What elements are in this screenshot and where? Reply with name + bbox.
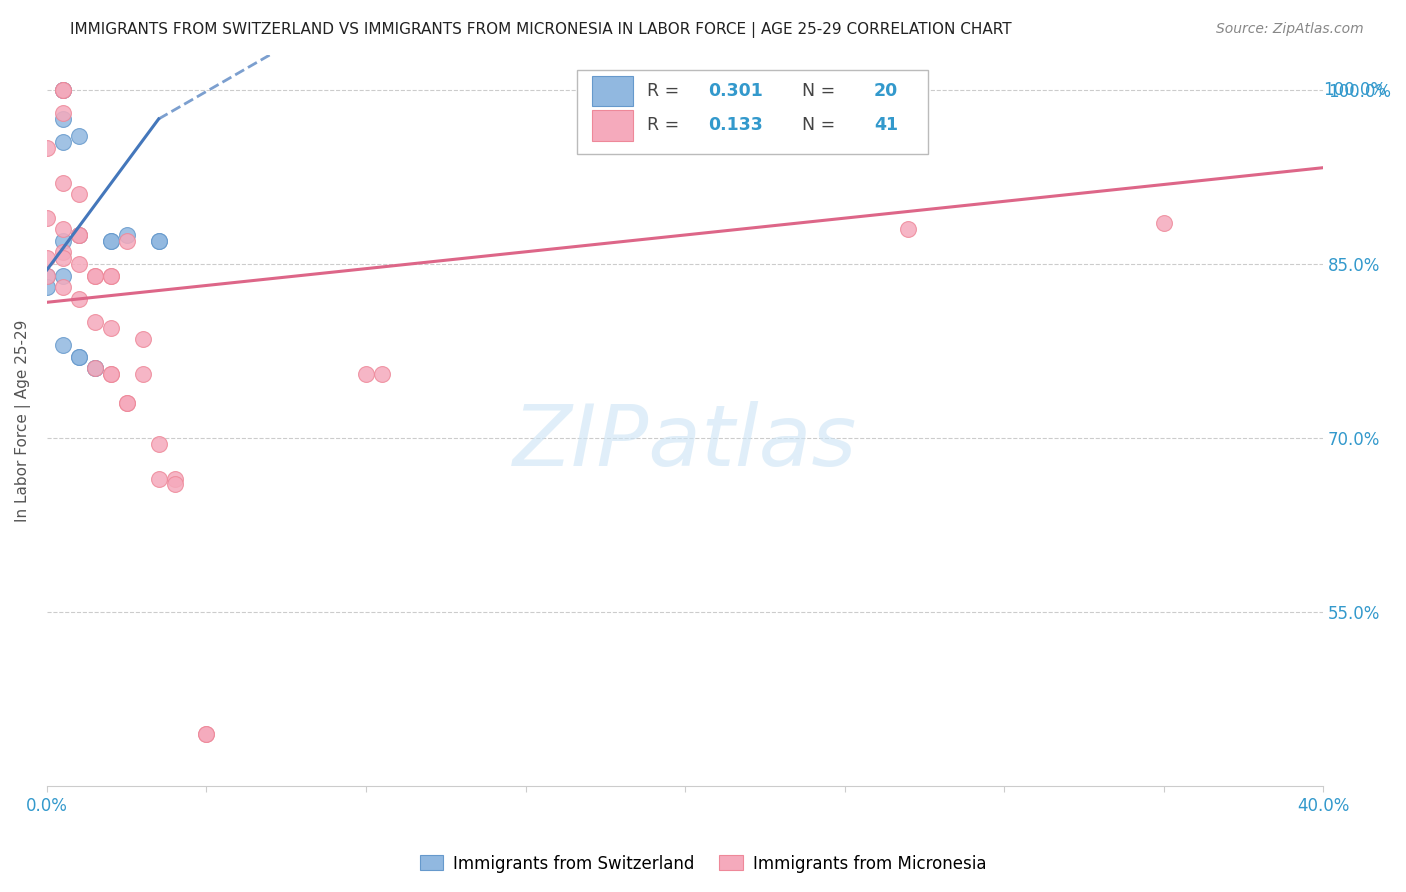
Point xyxy=(148,234,170,248)
Point xyxy=(52,280,75,294)
Point xyxy=(83,268,105,283)
Point xyxy=(100,268,122,283)
Y-axis label: In Labor Force | Age 25-29: In Labor Force | Age 25-29 xyxy=(15,319,31,522)
Point xyxy=(131,333,153,347)
Point xyxy=(115,396,138,410)
Point xyxy=(52,251,75,265)
Point xyxy=(83,268,105,283)
Point xyxy=(100,368,122,382)
Bar xyxy=(592,110,633,141)
Point xyxy=(52,245,75,260)
Point xyxy=(148,472,170,486)
Point xyxy=(67,292,90,306)
Point xyxy=(52,176,75,190)
Point xyxy=(35,211,58,225)
Text: 0.301: 0.301 xyxy=(709,82,763,100)
Point xyxy=(83,361,105,376)
Point xyxy=(35,141,58,155)
Point xyxy=(35,251,58,265)
Point xyxy=(163,472,186,486)
Text: R =: R = xyxy=(647,82,685,100)
Text: Source: ZipAtlas.com: Source: ZipAtlas.com xyxy=(1216,22,1364,37)
Point xyxy=(52,83,75,97)
Point xyxy=(115,227,138,242)
Point xyxy=(52,234,75,248)
Point xyxy=(52,135,75,149)
Bar xyxy=(592,76,633,106)
Text: 20: 20 xyxy=(875,82,898,100)
Point xyxy=(195,727,218,741)
Text: N =: N = xyxy=(792,116,841,135)
Point xyxy=(52,268,75,283)
Point xyxy=(35,268,58,283)
Point xyxy=(100,321,122,335)
Point xyxy=(100,234,122,248)
Point xyxy=(52,338,75,352)
Point xyxy=(100,234,122,248)
Point xyxy=(115,234,138,248)
Point xyxy=(354,368,377,382)
Point xyxy=(1153,216,1175,230)
Text: 100.0%: 100.0% xyxy=(1323,81,1386,99)
Point xyxy=(52,222,75,236)
Point xyxy=(67,227,90,242)
Point xyxy=(67,257,90,271)
Point xyxy=(897,222,920,236)
Point xyxy=(67,350,90,364)
Point xyxy=(52,83,75,97)
Point xyxy=(67,187,90,202)
Point xyxy=(52,106,75,120)
Point xyxy=(83,361,105,376)
Legend: Immigrants from Switzerland, Immigrants from Micronesia: Immigrants from Switzerland, Immigrants … xyxy=(413,848,993,880)
Point xyxy=(35,268,58,283)
Point xyxy=(371,368,394,382)
Point xyxy=(100,268,122,283)
Text: ZIPatlas: ZIPatlas xyxy=(513,401,858,484)
Point xyxy=(195,727,218,741)
Point xyxy=(67,227,90,242)
Point xyxy=(35,280,58,294)
Point xyxy=(67,350,90,364)
Point xyxy=(148,234,170,248)
Text: R =: R = xyxy=(647,116,685,135)
Point xyxy=(52,83,75,97)
Point xyxy=(67,129,90,144)
Point xyxy=(83,361,105,376)
Point xyxy=(163,477,186,491)
Point xyxy=(148,437,170,451)
Text: IMMIGRANTS FROM SWITZERLAND VS IMMIGRANTS FROM MICRONESIA IN LABOR FORCE | AGE 2: IMMIGRANTS FROM SWITZERLAND VS IMMIGRANT… xyxy=(70,22,1012,38)
Text: 0.133: 0.133 xyxy=(709,116,763,135)
Point xyxy=(67,227,90,242)
Point xyxy=(100,368,122,382)
Point xyxy=(52,112,75,126)
Point xyxy=(115,396,138,410)
Point xyxy=(52,83,75,97)
Text: N =: N = xyxy=(792,82,841,100)
Text: 41: 41 xyxy=(875,116,898,135)
FancyBboxPatch shape xyxy=(576,70,928,153)
Point xyxy=(131,368,153,382)
Point xyxy=(83,315,105,329)
